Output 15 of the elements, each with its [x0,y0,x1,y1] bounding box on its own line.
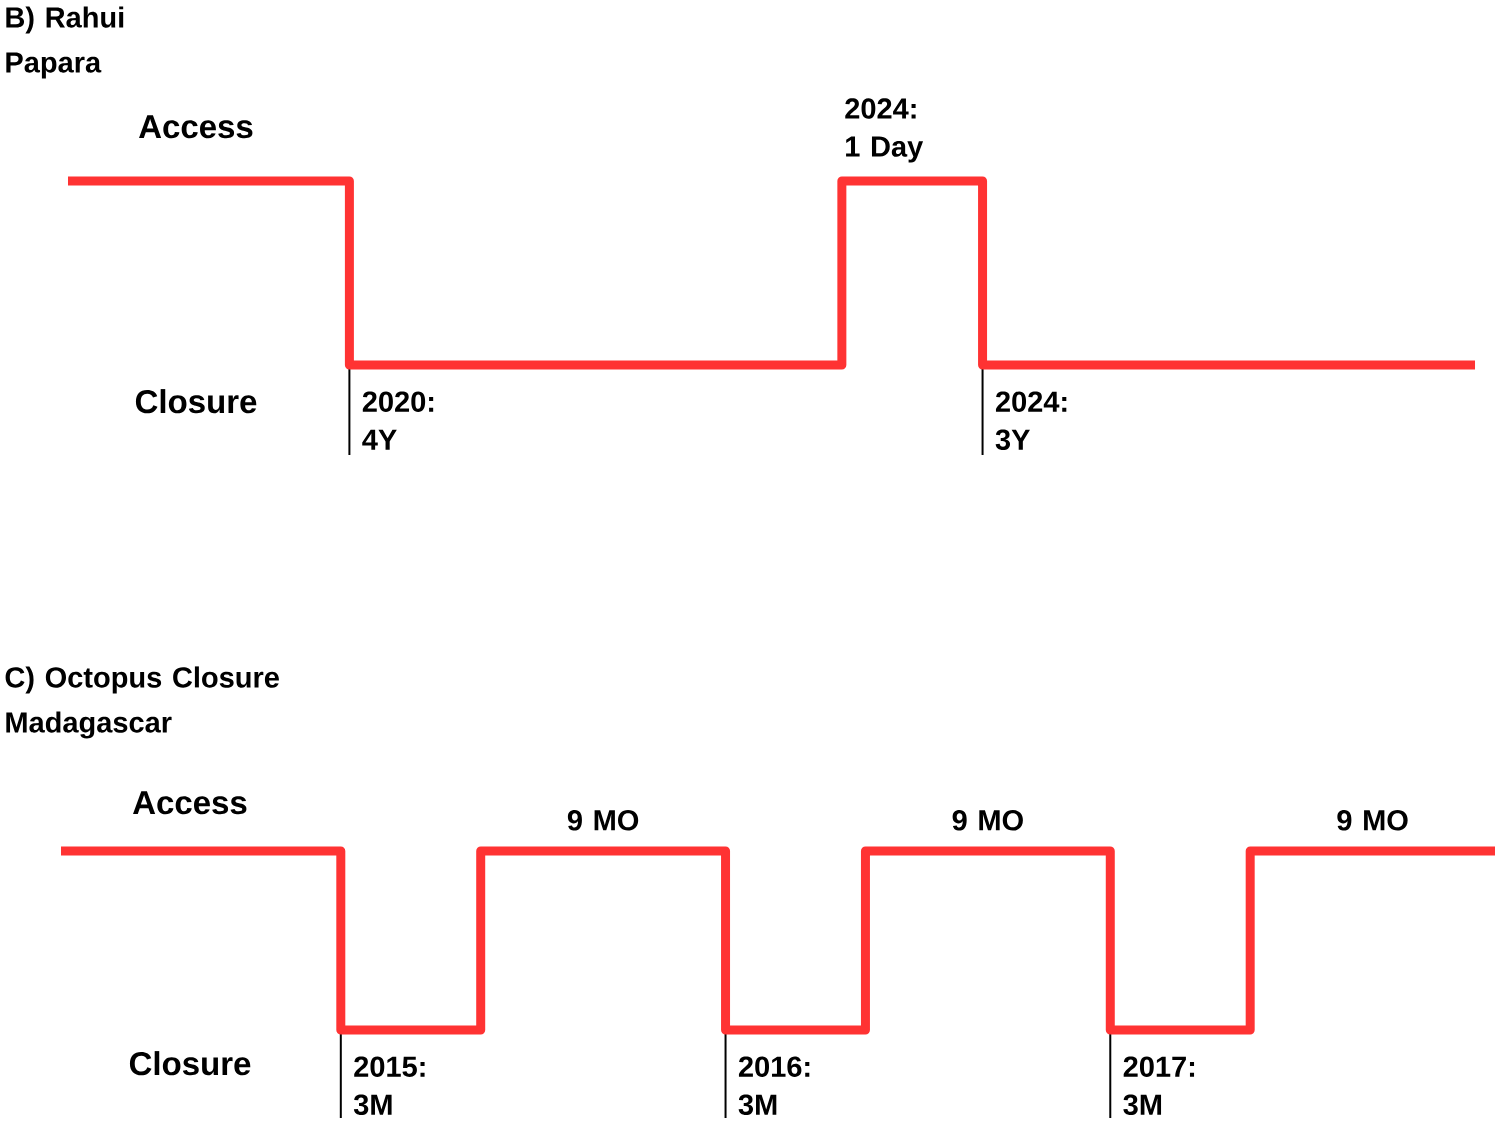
text: 9 MO [1337,810,1408,831]
text: Closure [135,389,257,414]
text: 2020: 4Y [362,391,434,450]
chart-title: B) Rahui Papara [6,6,124,79]
text: 2017: 3M [1123,1056,1195,1115]
text: Access [139,115,253,139]
text: 2015: 3M [353,1056,425,1115]
text: Access [133,791,247,815]
text: 2024: 3Y [995,391,1067,450]
text: 9 MO [952,810,1023,831]
text: Closure [129,1051,251,1076]
text: 2024: 1 Day [845,98,924,163]
text: 9 MO [567,810,639,831]
text: 2016: 3M [738,1056,810,1115]
chart-title: C) Octopus Closure Madagascar [5,666,279,739]
